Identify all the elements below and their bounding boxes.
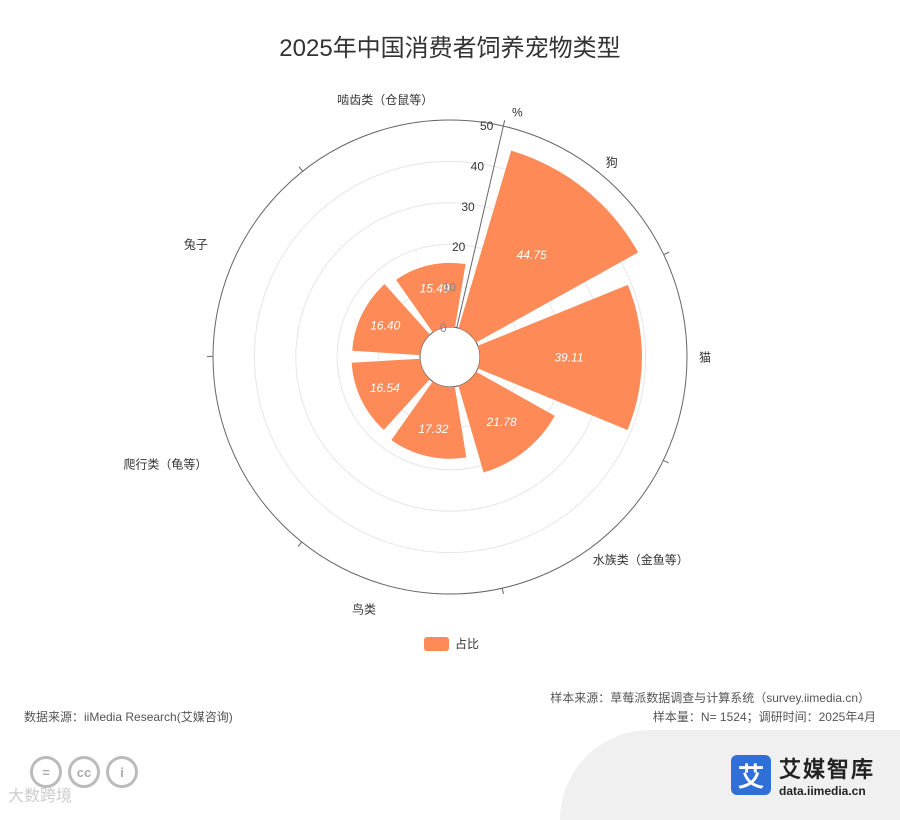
legend[interactable]: 占比 <box>424 635 479 652</box>
sample-size: 样本量：N= 1524；调研时间：2025年4月 <box>653 708 876 725</box>
person-icon: i <box>106 756 138 788</box>
radial-tick-label: 10 <box>443 280 457 294</box>
data-label-0: 44.75 <box>517 248 547 262</box>
category-label-3: 鸟类 <box>352 602 376 617</box>
angle-tick <box>299 167 303 172</box>
legend-swatch <box>424 637 449 651</box>
data-label-1: 39.11 <box>554 350 583 364</box>
data-label-2: 21.78 <box>486 415 517 429</box>
angle-tick <box>663 460 668 463</box>
angle-tick <box>503 120 504 126</box>
radial-tick-label: 30 <box>461 200 475 214</box>
brand-name: 艾媒智库 <box>779 752 875 784</box>
radial-unit-label: % <box>512 105 523 119</box>
brand-url: data.iimedia.cn <box>779 784 875 798</box>
category-label-0: 狗 <box>606 156 618 170</box>
polar-bar-chart: 44.7539.1121.7817.3216.5416.4015.49狗猫水族类… <box>0 0 900 700</box>
category-label-4: 爬行类（龟等） <box>123 457 207 471</box>
brand-logo-icon: 艾 <box>731 755 771 795</box>
cc-icon: cc <box>68 756 100 788</box>
data-label-3: 17.32 <box>418 422 448 436</box>
angle-tick <box>502 588 503 594</box>
radial-tick-label: 20 <box>452 240 466 254</box>
radial-tick-label: 0 <box>440 321 447 335</box>
radial-tick-label: 40 <box>471 159 485 173</box>
legend-label: 占比 <box>455 635 479 652</box>
angle-tick <box>664 252 669 255</box>
angle-tick <box>298 542 302 547</box>
data-label-5: 16.40 <box>370 319 400 333</box>
data-label-4: 16.54 <box>370 381 400 395</box>
category-label-2: 水族类（金鱼等） <box>593 552 689 567</box>
inner-circle <box>420 327 480 387</box>
sample-source: 样本来源：草莓派数据调查与计算系统（survey.iimedia.cn） <box>550 689 870 706</box>
data-source: 数据来源：iiMedia Research(艾媒咨询) <box>24 708 233 725</box>
brand: 艾 艾媒智库 data.iimedia.cn <box>731 752 875 798</box>
category-label-5: 兔子 <box>184 236 208 251</box>
watermark: 大数跨境 <box>8 782 72 806</box>
category-label-6: 啮齿类（仓鼠等） <box>337 93 433 107</box>
category-label-1: 猫 <box>699 351 711 365</box>
radial-tick-label: 50 <box>480 119 494 133</box>
